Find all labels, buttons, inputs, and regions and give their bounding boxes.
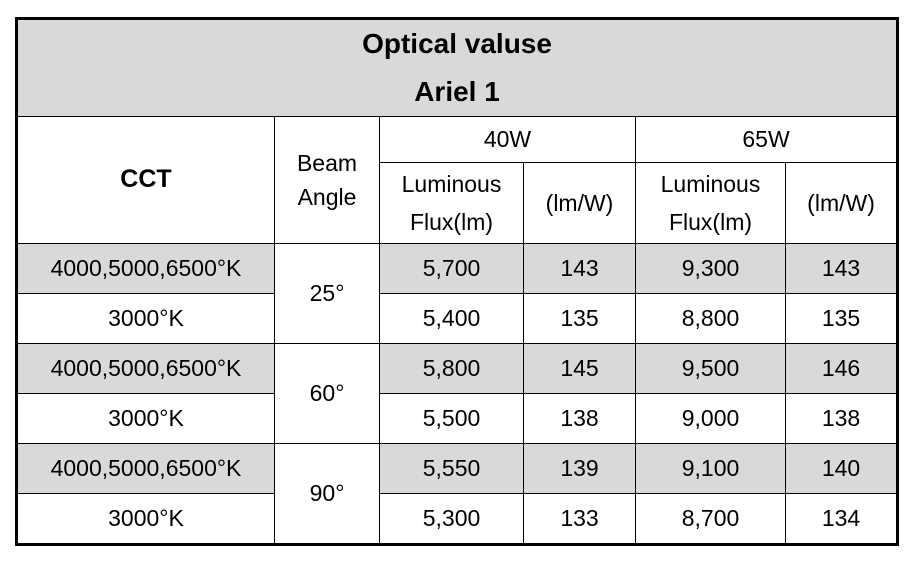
cct-cell: 3000°K: [16, 393, 275, 444]
beam-cell: 25°: [274, 243, 380, 344]
table-row: Optical valuse Ariel 1: [15, 18, 899, 117]
table-row: 3000°K 5,400 135 8,800 135: [16, 293, 899, 344]
title-line: Ariel 1: [414, 76, 500, 107]
table-row: Luminous Flux(lm) (lm/W) Luminous Flux(lm)…: [17, 162, 899, 244]
value-cell: 135: [523, 293, 636, 344]
value-cell: 145: [523, 343, 636, 394]
efficacy-header: (lm/W): [523, 162, 636, 244]
value-cell: 9,300: [635, 243, 786, 294]
value-cell: 5,400: [379, 293, 524, 344]
optical-table: Optical valuse Ariel 1 CCT Beam Angle 40W 65W…: [15, 17, 900, 546]
power-header: 40W: [379, 116, 636, 163]
cct-cell: 4000,5000,6500°K: [16, 243, 275, 294]
table-row: 4000,5000,6500°K 25° 5,700 143 9,300 143: [16, 243, 899, 344]
cct-cell: 4000,5000,6500°K: [16, 343, 275, 394]
beam-cell: 60°: [274, 343, 380, 444]
efficacy-header: (lm/W): [784, 162, 899, 244]
value-cell: 143: [784, 243, 899, 294]
value-cell: 133: [523, 493, 636, 545]
value-cell: 5,700: [379, 243, 524, 294]
value-cell: 5,550: [379, 443, 524, 494]
beam-header: Beam Angle: [274, 116, 380, 244]
power-header: 65W: [634, 116, 899, 163]
value-cell: 139: [523, 443, 636, 494]
table-row: CCT Beam Angle 40W 65W: [16, 116, 899, 244]
title-cell: Optical valuse Ariel 1: [15, 18, 899, 117]
flux-header: Luminous Flux(lm): [635, 162, 786, 244]
value-cell: 8,700: [635, 493, 786, 545]
value-cell: 146: [784, 343, 899, 394]
value-cell: 134: [784, 493, 899, 545]
value-cell: 5,300: [379, 493, 524, 545]
beam-cell: 90°: [274, 443, 380, 545]
value-cell: 138: [784, 393, 899, 444]
value-cell: 8,800: [635, 293, 786, 344]
cct-cell: 3000°K: [16, 293, 275, 344]
table-row: 4000,5000,6500°K 90° 5,550 139 9,100 140: [16, 443, 899, 545]
flux-header: Luminous Flux(lm): [379, 162, 524, 244]
table-row: 3000°K 5,300 133 8,700 134: [16, 493, 899, 545]
value-cell: 5,800: [379, 343, 524, 394]
value-cell: 143: [523, 243, 636, 294]
table-row: 3000°K 5,500 138 9,000 138: [16, 393, 899, 444]
cct-header: CCT: [16, 116, 275, 244]
value-cell: 140: [784, 443, 899, 494]
value-cell: 138: [523, 393, 636, 444]
title-line: Optical valuse: [362, 28, 552, 59]
value-cell: 135: [784, 293, 899, 344]
table-row: 4000,5000,6500°K 60° 5,800 145 9,500 146: [16, 343, 899, 444]
value-cell: 9,000: [635, 393, 786, 444]
value-cell: 9,100: [635, 443, 786, 494]
cct-cell: 4000,5000,6500°K: [16, 443, 275, 494]
value-cell: 9,500: [635, 343, 786, 394]
value-cell: 5,500: [379, 393, 524, 444]
cct-cell: 3000°K: [16, 493, 275, 545]
